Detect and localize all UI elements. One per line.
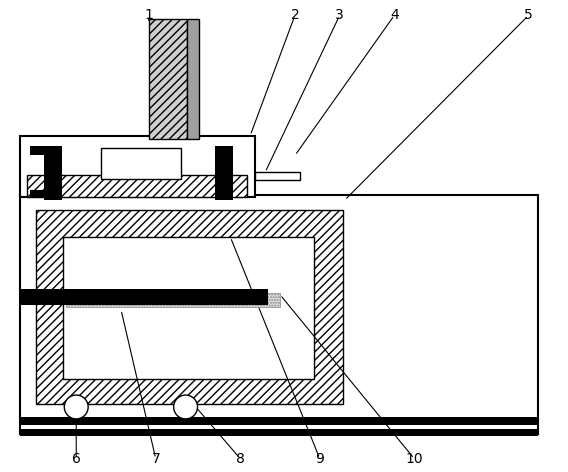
Bar [30, 145, 47, 155]
Bar [44, 145, 62, 200]
Text: 2: 2 [291, 8, 299, 22]
Text: 3: 3 [335, 8, 344, 22]
Bar [215, 145, 233, 155]
Bar [215, 145, 233, 200]
Bar [149, 19, 186, 139]
Bar [19, 289, 268, 304]
Bar [19, 417, 538, 425]
Bar [215, 190, 233, 198]
Bar [19, 195, 538, 434]
Circle shape [174, 395, 198, 419]
Text: 10: 10 [406, 452, 423, 466]
Text: 8: 8 [236, 452, 245, 466]
Text: 7: 7 [152, 452, 160, 466]
Text: 1: 1 [144, 8, 153, 22]
Bar [19, 429, 538, 436]
Bar [30, 190, 47, 198]
Bar [186, 19, 198, 139]
Bar [101, 148, 181, 179]
Bar [36, 210, 343, 404]
Bar [255, 172, 300, 180]
Bar [63, 237, 314, 379]
Circle shape [64, 395, 88, 419]
Text: 6: 6 [72, 452, 81, 466]
Text: 5: 5 [524, 8, 533, 22]
Bar [27, 176, 247, 197]
Text: 9: 9 [315, 452, 324, 466]
Bar [19, 135, 255, 197]
Bar [66, 293, 280, 307]
Text: 4: 4 [390, 8, 399, 22]
